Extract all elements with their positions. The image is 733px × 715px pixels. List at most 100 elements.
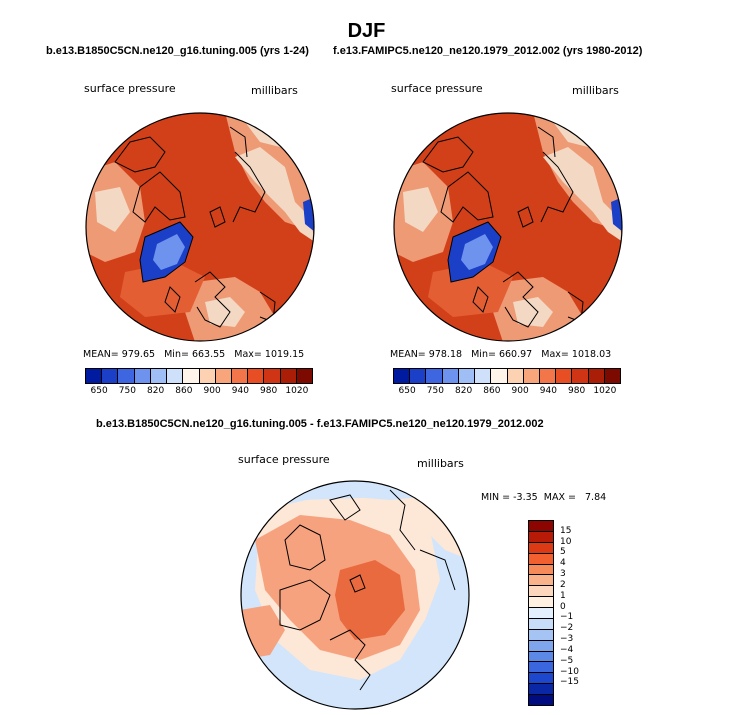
left-units-label: millibars bbox=[251, 84, 298, 97]
right-colorbar-swatch-11 bbox=[572, 369, 589, 383]
left-colorbar-tick-label: 980 bbox=[260, 386, 278, 396]
left-colorbar-swatch-7 bbox=[199, 369, 216, 383]
right-colorbar-swatch-10 bbox=[556, 369, 573, 383]
diff-colorbar-swatch-15 bbox=[529, 684, 553, 695]
diff-min-label: MIN = bbox=[481, 492, 511, 503]
diff-colorbar-tick-label: 5 bbox=[560, 547, 566, 558]
left-colorbar-swatch-3 bbox=[134, 369, 151, 383]
diff-stats: MIN = -3.35 MAX = 7.84 bbox=[481, 492, 606, 503]
diff-colorbar-tick-label: 3 bbox=[560, 569, 566, 580]
diff-colorbar-swatch-13 bbox=[529, 662, 553, 674]
left-panel-subtitle: b.e13.B1850C5CN.ne120_g16.tuning.005 (yr… bbox=[46, 45, 309, 57]
diff-colorbar-tick-label: 2 bbox=[560, 579, 566, 590]
right-colorbar-swatch-5 bbox=[475, 369, 492, 383]
diff-colorbar-tick-label: −10 bbox=[560, 666, 579, 677]
left-colorbar-tick-label: 900 bbox=[203, 386, 221, 396]
diff-colorbar-tick-label: 15 bbox=[560, 525, 572, 536]
diff-colorbar-tick-label: −2 bbox=[560, 623, 574, 634]
diff-colorbar-swatch-14 bbox=[529, 673, 553, 685]
left-colorbar-swatch-10 bbox=[248, 369, 265, 383]
right-mean-label: MEAN= bbox=[390, 349, 426, 360]
left-colorbar-tick-label: 860 bbox=[175, 386, 193, 396]
right-max-label: Max= bbox=[541, 349, 569, 360]
left-max-value: 1019.15 bbox=[264, 349, 305, 360]
left-colorbar-swatch-1 bbox=[102, 369, 119, 383]
diff-polar-map bbox=[240, 480, 470, 710]
diff-colorbar-swatch-0 bbox=[529, 521, 553, 532]
left-colorbar-swatch-5 bbox=[167, 369, 184, 383]
right-colorbar-swatch-6 bbox=[491, 369, 508, 383]
diff-colorbar-swatch-9 bbox=[529, 618, 553, 630]
diff-max-label: MAX = bbox=[543, 492, 576, 503]
diff-colorbar-tick-label: 4 bbox=[560, 558, 566, 569]
left-colorbar-swatch-4 bbox=[150, 369, 168, 383]
right-colorbar-swatch-12 bbox=[588, 369, 605, 383]
diff-min-value: -3.35 bbox=[513, 492, 538, 503]
diff-colorbar-tick-label: 1 bbox=[560, 590, 566, 601]
diff-colorbar-tick-label: 0 bbox=[560, 601, 566, 612]
right-colorbar-tick-label: 860 bbox=[483, 386, 501, 396]
left-min-value: 663.55 bbox=[191, 349, 226, 360]
left-colorbar-tick-label: 750 bbox=[118, 386, 136, 396]
right-colorbar-swatch-7 bbox=[507, 369, 524, 383]
right-colorbar bbox=[393, 368, 621, 384]
right-colorbar-ticks: 650 750 820 860 900 940 980 1020 bbox=[393, 386, 619, 398]
right-colorbar-tick-label: 900 bbox=[511, 386, 529, 396]
right-variable-label: surface pressure bbox=[391, 82, 483, 95]
right-colorbar-tick-label: 980 bbox=[568, 386, 586, 396]
left-colorbar-swatch-11 bbox=[264, 369, 281, 383]
right-colorbar-tick-label: 940 bbox=[539, 386, 557, 396]
right-colorbar-tick-label: 1020 bbox=[593, 386, 617, 396]
diff-colorbar-tick-label: −1 bbox=[560, 612, 574, 623]
diff-panel-subtitle: b.e13.B1850C5CN.ne120_g16.tuning.005 - f… bbox=[96, 418, 544, 430]
left-colorbar-swatch-9 bbox=[231, 369, 249, 383]
diff-colorbar-swatch-7 bbox=[529, 597, 553, 608]
diff-colorbar-ticks: 15 10 5 4 3 2 1 0 −1 −2 −3 −4 −5 −10 −15 bbox=[560, 520, 600, 704]
right-units-label: millibars bbox=[572, 84, 619, 97]
right-min-label: Min= bbox=[471, 349, 496, 360]
right-polar-map bbox=[393, 112, 623, 342]
right-colorbar-swatch-3 bbox=[442, 369, 459, 383]
diff-colorbar-swatch-16 bbox=[529, 695, 553, 705]
diff-colorbar-swatch-2 bbox=[529, 542, 553, 554]
right-colorbar-tick-label: 820 bbox=[455, 386, 473, 396]
left-mean-value: 979.65 bbox=[121, 349, 156, 360]
diff-colorbar-tick-label: 10 bbox=[560, 536, 572, 547]
diff-colorbar-swatch-11 bbox=[529, 640, 553, 652]
diff-colorbar bbox=[528, 520, 554, 706]
diff-colorbar-tick-label: −4 bbox=[560, 644, 574, 655]
left-stats: MEAN= 979.65 Min= 663.55 Max= 1019.15 bbox=[83, 349, 304, 360]
left-colorbar-ticks: 650 750 820 860 900 940 980 1020 bbox=[85, 386, 311, 398]
left-colorbar-swatch-0 bbox=[86, 369, 103, 383]
right-colorbar-swatch-2 bbox=[426, 369, 443, 383]
right-colorbar-swatch-13 bbox=[604, 369, 621, 383]
diff-colorbar-tick-label: −15 bbox=[560, 677, 579, 688]
diff-colorbar-swatch-1 bbox=[529, 531, 553, 543]
figure-title: DJF bbox=[347, 20, 386, 42]
left-polar-map bbox=[85, 112, 315, 342]
left-max-label: Max= bbox=[234, 349, 262, 360]
left-colorbar-tick-label: 940 bbox=[231, 386, 249, 396]
right-colorbar-swatch-1 bbox=[410, 369, 427, 383]
diff-colorbar-tick-label: −3 bbox=[560, 634, 574, 645]
diff-max-value: 7.84 bbox=[585, 492, 607, 503]
right-colorbar-swatch-9 bbox=[539, 369, 557, 383]
diff-colorbar-swatch-3 bbox=[529, 553, 553, 565]
right-colorbar-swatch-8 bbox=[523, 369, 540, 383]
left-mean-label: MEAN= bbox=[83, 349, 119, 360]
diff-colorbar-swatch-6 bbox=[529, 586, 553, 598]
right-min-value: 660.97 bbox=[498, 349, 533, 360]
right-stats: MEAN= 978.18 Min= 660.97 Max= 1018.03 bbox=[390, 349, 611, 360]
left-variable-label: surface pressure bbox=[84, 82, 176, 95]
diff-colorbar-swatch-10 bbox=[529, 629, 553, 641]
right-mean-value: 978.18 bbox=[428, 349, 463, 360]
left-min-label: Min= bbox=[164, 349, 189, 360]
diff-colorbar-tick-label: −5 bbox=[560, 655, 574, 666]
right-colorbar-swatch-4 bbox=[458, 369, 476, 383]
left-colorbar-swatch-2 bbox=[118, 369, 135, 383]
left-colorbar-swatch-6 bbox=[183, 369, 200, 383]
left-colorbar-swatch-13 bbox=[296, 369, 313, 383]
right-colorbar-tick-label: 650 bbox=[398, 386, 416, 396]
left-colorbar-tick-label: 650 bbox=[90, 386, 108, 396]
diff-colorbar-swatch-5 bbox=[529, 575, 553, 587]
